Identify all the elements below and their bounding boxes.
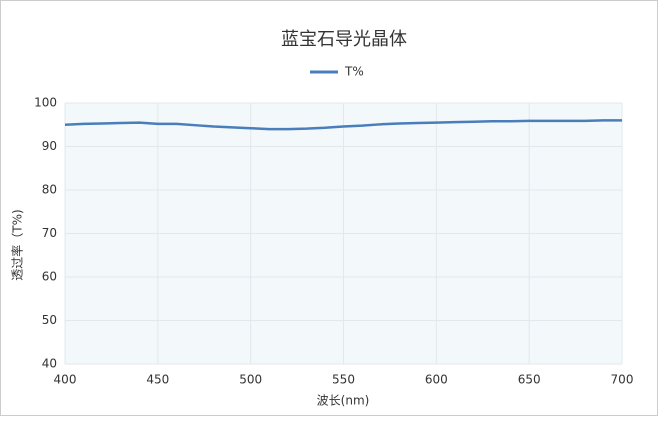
y-axis-label: 透过率（T%) [10, 209, 25, 280]
x-axis-label: 波长(nm) [317, 394, 370, 408]
x-tick-label: 450 [146, 373, 169, 387]
x-tick-label: 700 [611, 373, 634, 387]
chart-title: 蓝宝石导光晶体 [281, 29, 407, 50]
x-tick-label: 500 [239, 373, 262, 387]
y-tick-label: 40 [42, 357, 57, 371]
legend-label: T% [344, 65, 364, 79]
x-tick-label: 600 [425, 373, 448, 387]
x-tick-label: 400 [54, 373, 77, 387]
y-tick-label: 70 [42, 226, 57, 240]
y-tick-label: 100 [34, 96, 57, 110]
data-line [64, 119, 622, 131]
x-tick-label: 650 [518, 373, 541, 387]
y-tick-label: 60 [42, 270, 57, 284]
y-tick-label: 50 [42, 313, 57, 327]
x-tick-label: 550 [332, 373, 355, 387]
y-tick-label: 90 [42, 139, 57, 153]
y-tick-label: 80 [42, 183, 57, 197]
